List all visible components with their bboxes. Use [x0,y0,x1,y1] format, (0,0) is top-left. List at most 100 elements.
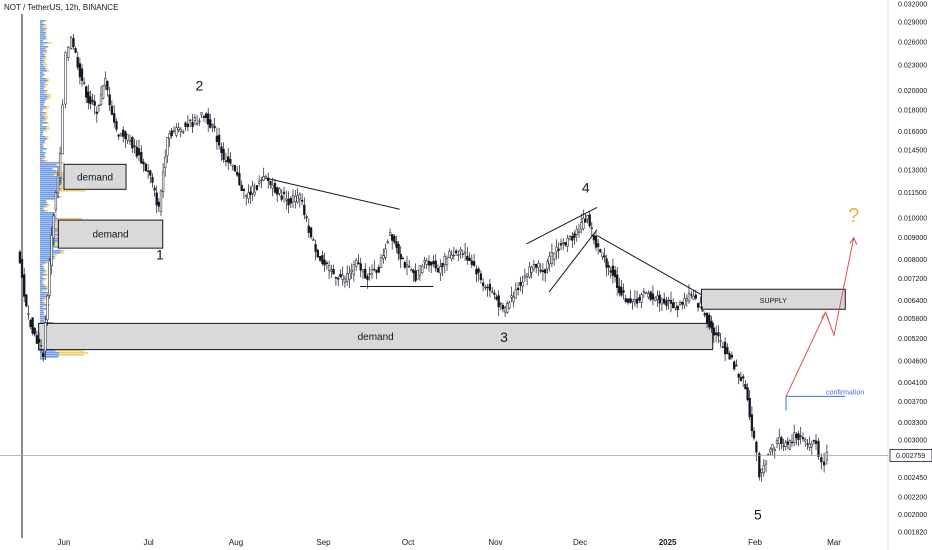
x-tick-label: Nov [488,538,502,547]
volume-profile-bar [40,258,54,260]
candle-body [104,78,107,86]
candle-body [752,430,756,439]
volume-profile-bar [45,262,48,264]
volume-profile-bar [40,120,43,122]
candle-body [207,113,210,125]
volume-profile-bar [46,202,48,204]
candle-body [728,353,731,360]
candle-body [624,298,627,303]
candle-body [477,268,480,273]
wave-label-1: 1 [156,246,164,262]
candle-body [31,317,34,334]
candle-body [101,85,105,99]
candle-body [592,235,596,241]
candle-body [423,260,426,263]
volume-profile-bar [40,72,43,74]
volume-profile-bar [42,280,45,282]
volume-profile-bar [40,200,46,202]
candle-body [39,345,43,347]
volume-profile-bar [40,30,44,32]
volume-profile-bar [40,356,59,358]
candle-body [294,195,297,203]
candle-body [255,185,259,190]
candle-body [99,94,103,106]
volume-profile-bar [40,118,46,120]
candle-body [276,187,279,195]
candle-body [332,269,335,275]
volume-profile-bar [40,232,53,234]
volume-profile-bar [47,288,48,290]
candle-body [217,134,221,146]
candle-body [750,414,754,432]
volume-profile-bar [44,210,49,212]
volume-profile-bar [43,146,45,148]
volume-profile-bar [43,30,47,32]
candle-body [687,292,691,302]
volume-profile-bar [40,20,45,22]
volume-profile-bar [40,240,58,242]
candle-body [642,291,646,293]
candle-body [486,286,489,289]
volume-profile-bar [40,218,58,220]
volume-profile-bar [40,178,65,180]
volume-profile-bar [44,302,46,304]
wave-label-3: 3 [500,329,508,345]
x-tick-label: Aug [229,538,243,547]
volume-profile-bar [40,110,42,112]
candle-body [649,291,652,300]
candle-body [179,129,182,132]
candle-body [714,332,718,335]
volume-profile-bar [40,350,56,352]
volume-profile-bar [40,192,58,194]
candle-body [172,130,176,132]
candle-body [269,181,272,186]
volume-profile-bar [40,352,60,354]
volume-profile-bar [45,270,48,272]
volume-profile-bar [40,230,62,232]
volume-profile-bar [40,286,46,288]
volume-profile-bar [56,164,58,166]
y-tick-label: 0.003300 [898,420,927,427]
volume-profile-bar [46,286,50,288]
y-tick-label: 0.011500 [898,190,927,197]
volume-profile-bar [40,224,56,226]
volume-profile-bar [40,48,45,50]
volume-profile-bar [54,256,56,258]
candle-body [739,377,743,382]
volume-profile-bar [40,300,43,302]
candle-body [603,255,606,258]
candle-body [562,242,565,244]
candle-body [312,239,315,241]
candle-body [110,105,114,115]
candle-body [69,37,73,49]
candle-body [382,255,385,259]
volume-profile-bar [40,282,43,284]
candle-body [54,192,58,211]
volume-profile-bar [47,46,49,48]
candle-body [577,230,581,233]
candle-body [177,127,180,131]
zone-demand [63,163,127,190]
candle-body [195,123,199,125]
candle-body [788,440,792,450]
candle-body [202,116,206,118]
volume-profile-bar [40,196,60,198]
volume-profile-bar [43,268,45,270]
candle-body [708,315,711,328]
volume-profile-bar [40,62,43,64]
volume-profile-bar [40,292,48,294]
candle-body [126,134,129,141]
candle-body [633,299,637,303]
volume-profile-bar [40,310,44,312]
candle-body [699,302,702,308]
candle-body [282,191,286,195]
volume-profile-bar [40,88,44,90]
volume-profile-bar [46,98,50,100]
volume-profile-bar [40,262,46,264]
candle-body [588,214,591,227]
candle-body [76,57,79,68]
candle-body [131,137,134,149]
candle-body [629,298,632,303]
candle-body [808,443,811,448]
